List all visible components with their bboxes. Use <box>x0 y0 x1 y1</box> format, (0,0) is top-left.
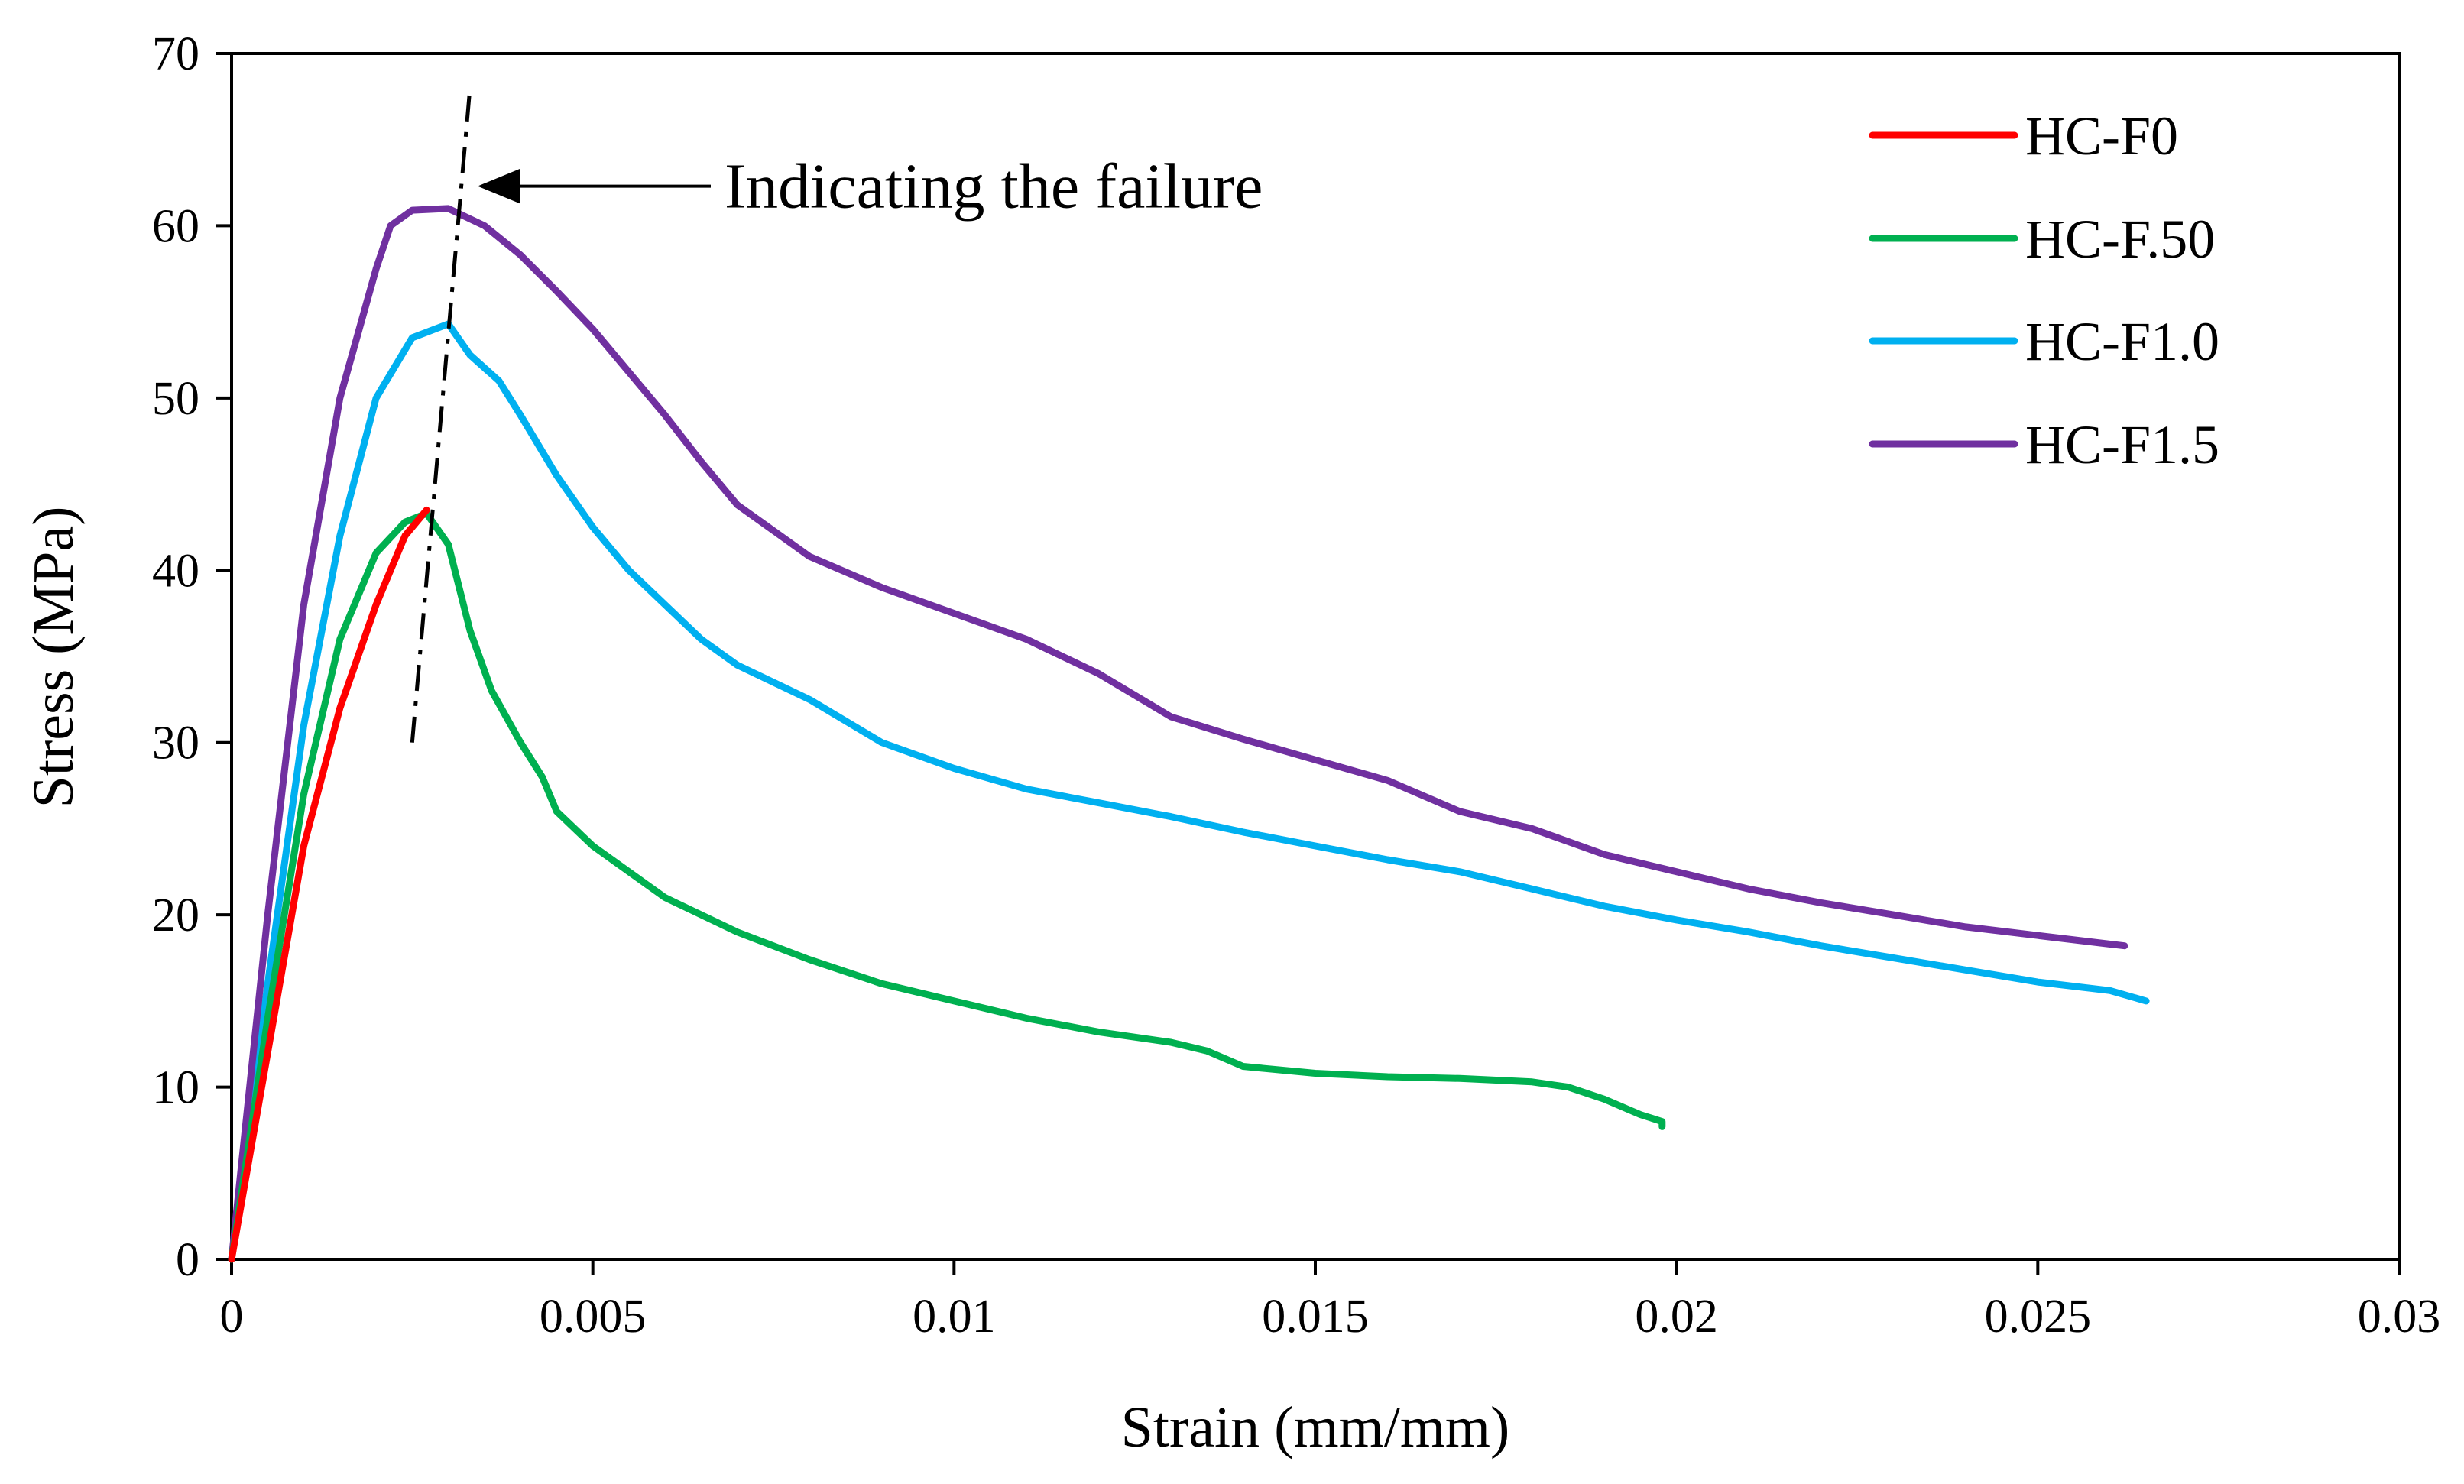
y-tick-label: 50 <box>152 373 199 425</box>
x-tick-label: 0 <box>220 1291 244 1343</box>
failure-indicator-line <box>410 87 472 743</box>
x-tick-label: 0.005 <box>540 1291 647 1343</box>
legend-label: HC-F1.5 <box>2025 414 2219 475</box>
legend: HC-F0 HC-F.50 HC-F1.0 HC-F1.5 <box>1869 105 2219 475</box>
series-line-hc-f0 <box>228 506 430 1263</box>
y-tick-label: 20 <box>152 889 199 941</box>
y-tick-label: 40 <box>152 545 199 597</box>
legend-label: HC-F.50 <box>2025 209 2215 270</box>
y-tick-label: 10 <box>152 1062 199 1114</box>
x-tick-label: 0.02 <box>1635 1291 1718 1343</box>
y-axis-title: Stress (MPa) <box>21 507 86 808</box>
y-tick-label: 60 <box>152 200 199 252</box>
series-lines <box>228 205 2150 1263</box>
legend-label: HC-F1.0 <box>2025 311 2219 372</box>
y-axis-ticks <box>216 52 232 1261</box>
x-axis-tick-labels: 0 0.005 0.01 0.015 0.02 0.025 0.03 <box>220 1291 2441 1343</box>
x-tick-label: 0.025 <box>1985 1291 2092 1343</box>
series-line-hc-f1-0 <box>228 320 2150 1263</box>
y-axis-tick-labels: 0 10 20 30 40 50 60 70 <box>152 28 199 1286</box>
y-tick-label: 30 <box>152 718 199 770</box>
x-tick-label: 0.01 <box>913 1291 996 1343</box>
series-line-hc-f1-5 <box>228 205 2128 1263</box>
x-tick-label: 0.015 <box>1262 1291 1369 1343</box>
annotation-label: Indicating the failure <box>725 151 1263 222</box>
annotation-arrow-head <box>477 168 520 204</box>
y-tick-label: 70 <box>152 28 199 80</box>
x-axis-title: Strain (mm/mm) <box>1121 1395 1510 1460</box>
x-tick-label: 0.03 <box>2358 1291 2441 1343</box>
legend-label: HC-F0 <box>2025 105 2178 167</box>
y-tick-label: 0 <box>176 1234 199 1286</box>
